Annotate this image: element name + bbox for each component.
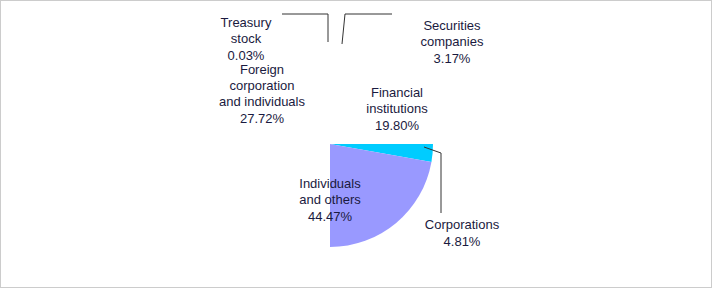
slice-label: Foreigncorporationand individuals	[219, 62, 306, 109]
leader-line	[424, 147, 441, 213]
slice-label-line: Corporations	[425, 217, 500, 232]
slice-label-line: Treasury	[221, 15, 272, 30]
slice-label-line: stock	[231, 31, 262, 46]
slice-label: Financialinstitutions	[366, 85, 428, 116]
slice-label-line: and others	[299, 192, 361, 207]
frame	[1, 1, 712, 288]
slice-label-line: institutions	[366, 101, 428, 116]
pie-slice	[330, 144, 431, 247]
slice-value: 27.72%	[240, 111, 285, 126]
slice-value: 0.03%	[228, 48, 265, 63]
slice-value: 3.17%	[434, 51, 471, 66]
slice-label: Individualsand others	[299, 176, 361, 207]
slice-label: Treasurystock	[221, 15, 272, 46]
chart: Securitiescompanies 3.17% Financialinstitu…	[0, 0, 712, 288]
slice-label-line: Financial	[371, 85, 423, 100]
leader-line	[342, 14, 392, 44]
slice-label-line: Foreign	[240, 62, 284, 77]
slice-value: 19.80%	[375, 118, 420, 133]
pie	[330, 144, 433, 247]
slice-label: Securitiescompanies	[421, 18, 484, 49]
slice-value: 44.47%	[308, 209, 353, 224]
slice-label: Corporations	[425, 217, 500, 232]
slice-label-line: Securities	[423, 18, 481, 33]
slice-value: 4.81%	[444, 234, 481, 249]
slice-label-line: companies	[421, 34, 484, 49]
slice-label-line: corporation	[229, 78, 294, 93]
leader-line	[282, 14, 328, 42]
slice-label-line: and individuals	[219, 94, 306, 109]
slice-label-line: Individuals	[299, 176, 361, 191]
